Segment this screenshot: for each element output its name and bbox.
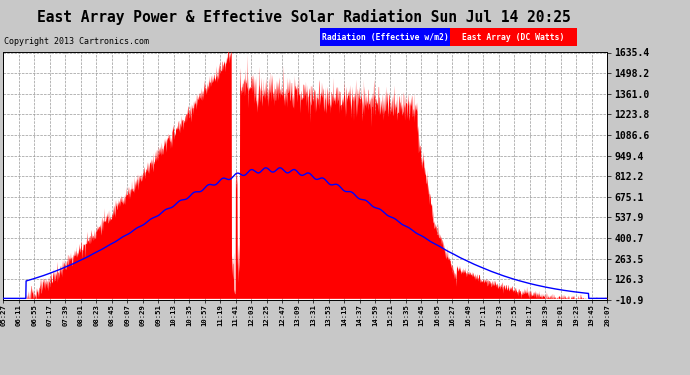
FancyBboxPatch shape [450, 28, 577, 46]
Text: Copyright 2013 Cartronics.com: Copyright 2013 Cartronics.com [4, 38, 149, 46]
Text: East Array Power & Effective Solar Radiation Sun Jul 14 20:25: East Array Power & Effective Solar Radia… [37, 9, 571, 26]
FancyBboxPatch shape [320, 28, 450, 46]
Text: East Array (DC Watts): East Array (DC Watts) [462, 33, 565, 42]
Text: Radiation (Effective w/m2): Radiation (Effective w/m2) [322, 33, 448, 42]
